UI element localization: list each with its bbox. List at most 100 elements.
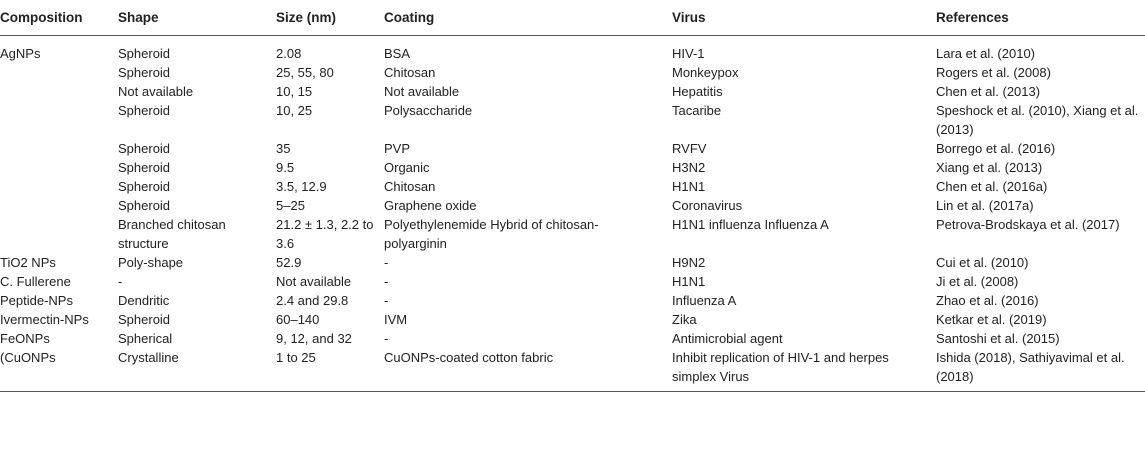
cell-virus-text: Influenza A xyxy=(672,293,737,308)
cell-virus-text: RVFV xyxy=(672,141,707,156)
cell-coating-text: Organic xyxy=(384,160,430,175)
cell-size: 1 to 25 xyxy=(276,348,384,392)
cell-shape: Spheroid xyxy=(118,139,276,158)
cell-size: 9, 12, and 32 xyxy=(276,329,384,348)
cell-size: 10, 25 xyxy=(276,101,384,139)
cell-virus-text: Zika xyxy=(672,312,697,327)
cell-size: 5–25 xyxy=(276,196,384,215)
table-row: TiO2 NPs Poly-shape 52.9 - H9N2 Cui et al. (2… xyxy=(0,253,1145,272)
cell-references-text: Borrego et al. (2016) xyxy=(936,141,1056,156)
cell-coating-text: Chitosan xyxy=(384,65,436,80)
cell-shape-text: Crystalline xyxy=(118,350,179,365)
header-coating: Coating xyxy=(384,0,672,36)
cell-coating-text: IVM xyxy=(384,312,408,327)
cell-size: 3.5, 12.9 xyxy=(276,177,384,196)
cell-shape-text: - xyxy=(118,274,123,289)
cell-coating-text: - xyxy=(384,274,389,289)
cell-size-text: 35 xyxy=(276,141,291,156)
cell-composition: AgNPs xyxy=(0,36,118,64)
cell-shape-text: Branched chitosan structure xyxy=(118,217,226,251)
table-row: Spheroid 9.5 Organic H3N2 Xiang et al. (2013… xyxy=(0,158,1145,177)
cell-composition xyxy=(0,158,118,177)
cell-virus-text: Tacaribe xyxy=(672,103,722,118)
cell-size: 35 xyxy=(276,139,384,158)
cell-composition xyxy=(0,63,118,82)
cell-shape: Spheroid xyxy=(118,63,276,82)
cell-virus: Inhibit replication of HIV-1 and herpes … xyxy=(672,348,936,392)
cell-references: Ketkar et al. (2019) xyxy=(936,310,1145,329)
table-row: Not available 10, 15 Not available Hepatiti… xyxy=(0,82,1145,101)
cell-shape: Spheroid xyxy=(118,310,276,329)
cell-shape-text: Spheroid xyxy=(118,141,171,156)
cell-shape: Poly-shape xyxy=(118,253,276,272)
cell-size: 52.9 xyxy=(276,253,384,272)
cell-shape: Dendritic xyxy=(118,291,276,310)
cell-size-text: 5–25 xyxy=(276,198,305,213)
cell-coating: CuONPs-coated cotton fabric xyxy=(384,348,672,392)
cell-shape: Crystalline xyxy=(118,348,276,392)
cell-composition xyxy=(0,139,118,158)
cell-shape: Spheroid xyxy=(118,36,276,64)
cell-virus: Zika xyxy=(672,310,936,329)
table-row: Branched chitosan structure 21.2 ± 1.3, 2… xyxy=(0,215,1145,253)
cell-virus: HIV-1 xyxy=(672,36,936,64)
cell-size-text: 9.5 xyxy=(276,160,295,175)
cell-references: Petrova-Brodskaya et al. (2017) xyxy=(936,215,1145,253)
cell-references-text: Rogers et al. (2008) xyxy=(936,65,1051,80)
cell-coating-text: BSA xyxy=(384,46,411,61)
cell-shape-text: Spheroid xyxy=(118,160,171,175)
cell-coating-text: - xyxy=(384,255,389,270)
cell-shape: Spherical xyxy=(118,329,276,348)
cell-shape: Spheroid xyxy=(118,177,276,196)
cell-virus-text: H9N2 xyxy=(672,255,706,270)
cell-shape: Not available xyxy=(118,82,276,101)
cell-coating: PVP xyxy=(384,139,672,158)
cell-coating-text: Chitosan xyxy=(384,179,436,194)
cell-references-text: Chen et al. (2016a) xyxy=(936,179,1048,194)
cell-shape-text: Poly-shape xyxy=(118,255,184,270)
cell-virus: Coronavirus xyxy=(672,196,936,215)
cell-references-text: Chen et al. (2013) xyxy=(936,84,1041,99)
cell-coating-text: Polysaccharide xyxy=(384,103,473,118)
table-row: Spheroid 3.5, 12.9 Chitosan H1N1 Chen et al.… xyxy=(0,177,1145,196)
cell-size: 25, 55, 80 xyxy=(276,63,384,82)
cell-size-text: 60–140 xyxy=(276,312,320,327)
cell-references-text: Lara et al. (2010) xyxy=(936,46,1036,61)
cell-references-text: Ketkar et al. (2019) xyxy=(936,312,1047,327)
cell-coating: BSA xyxy=(384,36,672,64)
cell-coating-text: Not available xyxy=(384,84,460,99)
cell-virus: Influenza A xyxy=(672,291,936,310)
cell-size-text: 10, 15 xyxy=(276,84,313,99)
cell-composition-text: AgNPs xyxy=(0,46,41,61)
table-row: Spheroid 5–25 Graphene oxide Coronavirus Lin… xyxy=(0,196,1145,215)
cell-shape-text: Spheroid xyxy=(118,65,171,80)
cell-shape: Spheroid xyxy=(118,158,276,177)
cell-composition xyxy=(0,101,118,139)
cell-shape-text: Spheroid xyxy=(118,46,171,61)
cell-size-text: 21.2 ± 1.3, 2.2 to 3.6 xyxy=(276,217,374,251)
cell-references-text: Santoshi et al. (2015) xyxy=(936,331,1060,346)
cell-composition: Ivermectin-NPs xyxy=(0,310,118,329)
cell-composition-text: (CuONPs xyxy=(0,350,56,365)
cell-size: 2.08 xyxy=(276,36,384,64)
table-row: FeONPs Spherical 9, 12, and 32 - Antimicrobi… xyxy=(0,329,1145,348)
cell-references-text: Lin et al. (2017a) xyxy=(936,198,1034,213)
cell-virus: Antimicrobial agent xyxy=(672,329,936,348)
cell-size: 2.4 and 29.8 xyxy=(276,291,384,310)
cell-virus: RVFV xyxy=(672,139,936,158)
cell-virus-text: HIV-1 xyxy=(672,46,705,61)
cell-coating-text: CuONPs-coated cotton fabric xyxy=(384,350,554,365)
cell-references-text: Ishida (2018), Sathiyavimal et al. (2018… xyxy=(936,350,1125,384)
cell-coating: Polysaccharide xyxy=(384,101,672,139)
cell-coating-text: Polyethylenemide Hybrid of chitosan-poly… xyxy=(384,217,599,251)
table-row: Ivermectin-NPs Spheroid 60–140 IVM Zika Ketka… xyxy=(0,310,1145,329)
table-row: AgNPs Spheroid 2.08 BSA HIV-1 Lara et al. (20… xyxy=(0,36,1145,64)
table-row: Spheroid 10, 25 Polysaccharide Tacaribe Spes… xyxy=(0,101,1145,139)
table-row: Spheroid 25, 55, 80 Chitosan Monkeypox Roger… xyxy=(0,63,1145,82)
cell-size-text: 9, 12, and 32 xyxy=(276,331,352,346)
cell-composition xyxy=(0,215,118,253)
cell-virus-text: H3N2 xyxy=(672,160,706,175)
cell-composition xyxy=(0,177,118,196)
cell-coating: Chitosan xyxy=(384,63,672,82)
cell-virus-text: Monkeypox xyxy=(672,65,739,80)
